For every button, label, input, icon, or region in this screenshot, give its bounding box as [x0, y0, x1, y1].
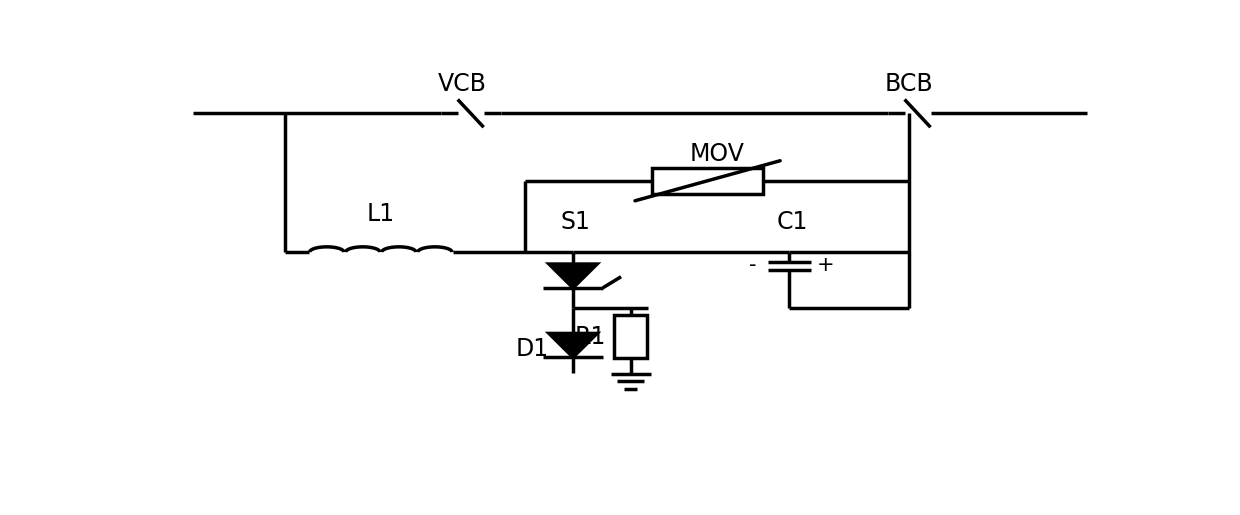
Text: +: +: [817, 255, 835, 275]
Text: L1: L1: [367, 202, 394, 227]
Text: BCB: BCB: [885, 72, 934, 96]
Text: D1: D1: [516, 337, 549, 362]
Text: C1: C1: [776, 211, 807, 234]
Polygon shape: [549, 264, 596, 288]
Text: S1: S1: [560, 211, 590, 234]
Bar: [614, 315, 647, 358]
Text: -: -: [749, 255, 756, 275]
Text: VCB: VCB: [438, 72, 487, 96]
Text: MOV: MOV: [689, 142, 745, 166]
Text: R1: R1: [574, 324, 606, 349]
Bar: [652, 168, 763, 194]
Polygon shape: [549, 333, 596, 357]
